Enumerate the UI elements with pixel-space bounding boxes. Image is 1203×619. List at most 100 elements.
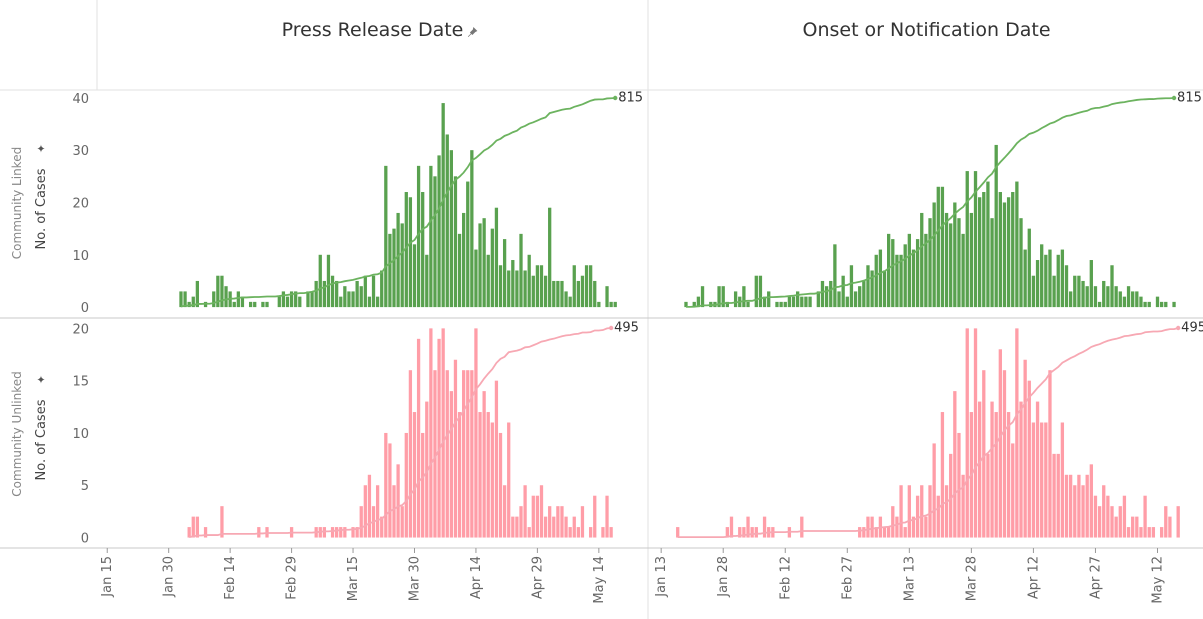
bar [572, 516, 576, 538]
bar [725, 527, 729, 538]
bar [593, 495, 597, 538]
row-label: Community Unlinked [10, 371, 24, 496]
bar [841, 275, 845, 308]
bar [998, 192, 1002, 308]
y-tick-label: 20 [72, 322, 89, 337]
end-label: 815 [618, 91, 643, 106]
bar [589, 265, 593, 308]
y-tick-label: 40 [72, 92, 89, 107]
bar [903, 527, 907, 538]
bar [977, 197, 982, 308]
x-tick-label: Feb 27 [840, 556, 855, 600]
bar [998, 349, 1002, 538]
bar [576, 527, 580, 538]
bar [957, 218, 961, 308]
row-label: Community Linked [10, 147, 24, 259]
bar [837, 291, 841, 308]
bar [1031, 275, 1036, 308]
cumulative-line [685, 97, 1175, 308]
bar [787, 296, 792, 308]
bar [441, 103, 445, 308]
bar [1068, 474, 1073, 538]
bar [281, 291, 286, 308]
bar [994, 144, 998, 308]
bar [363, 275, 367, 308]
bar [580, 506, 585, 538]
x-tick-label: May 12 [1151, 556, 1166, 604]
bar [380, 516, 384, 538]
bar [849, 265, 854, 308]
x-tick-label: Jan 13 [654, 556, 669, 598]
bar [564, 516, 568, 538]
bar [804, 296, 808, 308]
y-tick-label: 10 [72, 249, 89, 264]
bar [482, 391, 486, 538]
bar [543, 275, 548, 308]
bar [232, 301, 236, 308]
bar [1048, 370, 1052, 538]
bar [203, 527, 208, 538]
column-title: Onset or Notification Date [802, 19, 1050, 41]
bar [429, 165, 433, 308]
bar [543, 516, 548, 538]
bar [486, 412, 490, 538]
bar [742, 286, 746, 308]
x-tick-label: Mar 28 [964, 556, 979, 601]
y-tick-label: 10 [72, 427, 89, 442]
bar [404, 192, 408, 308]
bar [425, 254, 429, 308]
bar [1168, 516, 1172, 538]
bar [887, 527, 891, 538]
bar [482, 218, 486, 308]
bar [609, 527, 613, 538]
bar [717, 286, 721, 308]
bar [858, 286, 862, 308]
bar [408, 370, 413, 538]
bar [248, 301, 253, 308]
bar [911, 516, 916, 538]
bar [191, 296, 195, 308]
bar [494, 207, 499, 308]
y-tick-label: 0 [81, 301, 89, 316]
bar [363, 485, 367, 538]
bar [195, 280, 200, 308]
bar [982, 192, 986, 308]
bar [462, 370, 466, 538]
bar [457, 233, 462, 308]
end-dot [1171, 95, 1177, 101]
bar [1077, 275, 1081, 308]
bar [742, 527, 746, 538]
bar [462, 212, 466, 308]
bar [684, 301, 688, 308]
bar [535, 495, 540, 538]
bar [820, 280, 825, 308]
bar [552, 280, 556, 308]
bar [502, 485, 507, 538]
bar [1027, 380, 1031, 538]
bar [486, 254, 490, 308]
end-dot [1175, 325, 1181, 331]
bar [845, 296, 849, 308]
bar [306, 291, 310, 308]
bar [322, 280, 327, 308]
bar [261, 301, 265, 308]
cumulative-line [180, 97, 616, 308]
bar [1164, 506, 1168, 538]
bar [944, 212, 949, 308]
bar [891, 506, 895, 538]
bar [375, 296, 380, 308]
bar [511, 516, 515, 538]
bar [878, 249, 883, 308]
bar [940, 412, 945, 538]
bar [253, 301, 257, 308]
bar [990, 401, 994, 538]
bar [1151, 527, 1156, 538]
bar [1064, 265, 1069, 308]
bar [183, 291, 187, 308]
bar [1110, 265, 1114, 308]
bar [1122, 495, 1127, 538]
bar [895, 516, 899, 538]
bar [429, 328, 433, 538]
bar [1139, 296, 1143, 308]
bar [920, 485, 924, 538]
